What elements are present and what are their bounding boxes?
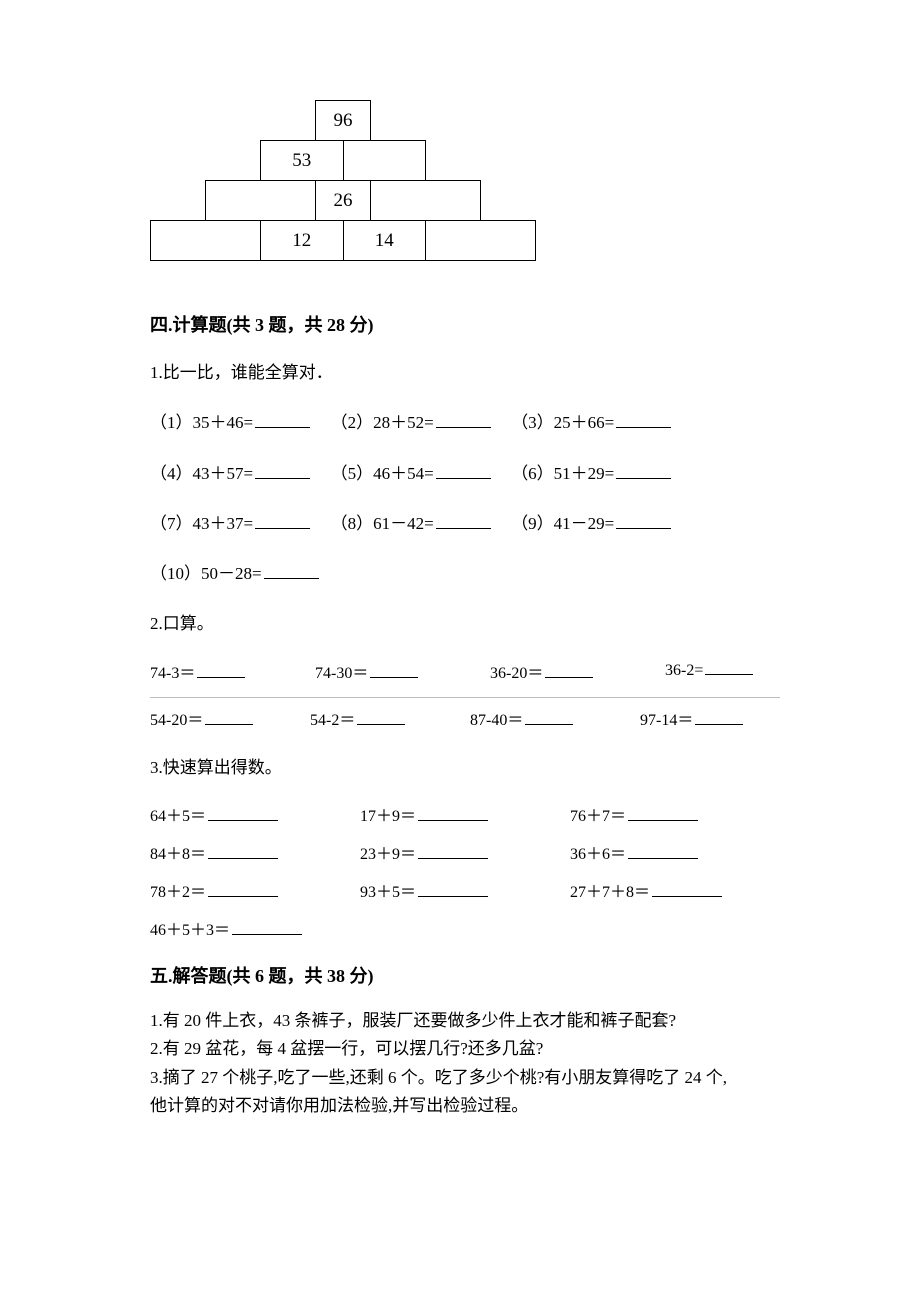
q3-r1c3: 76＋7＝ <box>570 808 626 825</box>
pyramid-r3c1 <box>206 181 316 221</box>
q2-r1c3: 36-20＝ <box>490 665 543 682</box>
pyramid-r4c2: 12 <box>261 221 344 261</box>
q1-item-1: （1）35＋46= <box>150 413 253 432</box>
q3-r1c2: 17＋9＝ <box>360 808 416 825</box>
q2-r2c4: 97-14＝ <box>640 712 693 729</box>
q3-r2c3: 36＋6＝ <box>570 846 626 863</box>
q3-r3c1: 78＋2＝ <box>150 884 206 901</box>
pyramid-r2c1: 53 <box>261 141 344 181</box>
q2-r1c4: 36-2= <box>665 662 703 679</box>
q1-item-4: （4）43＋57= <box>150 464 253 483</box>
s5-q3b: 他计算的对不对请你用加法检验,并写出检验过程。 <box>150 1093 780 1119</box>
q2-r2c3: 87-40＝ <box>470 712 523 729</box>
q1-item-2: （2）28＋52= <box>331 413 434 432</box>
word-problems: 1.有 20 件上衣，43 条裤子，服装厂还要做多少件上衣才能和裤子配套? 2.… <box>150 1008 780 1119</box>
q2-r2c2: 54-2＝ <box>310 712 355 729</box>
q1-item-6: （6）51＋29= <box>511 464 614 483</box>
q1-item-8: （8）61－42= <box>331 514 434 533</box>
q3-prompt: 3.快速算出得数。 <box>150 752 780 784</box>
q3-r1c1: 64＋5＝ <box>150 808 206 825</box>
q1-item-5: （5）46＋54= <box>331 464 434 483</box>
q3-r2c2: 23＋9＝ <box>360 846 416 863</box>
q2-prompt: 2.口算。 <box>150 608 780 640</box>
pyramid-r4c1 <box>151 221 261 261</box>
q1-row1: （1）35＋46= （2）28＋52= （3）25＋66= <box>150 407 780 439</box>
number-pyramid: 96 53 26 12 14 <box>150 100 780 261</box>
pyramid-r1c1: 96 <box>316 101 371 141</box>
q1-row2: （4）43＋57= （5）46＋54= （6）51＋29= <box>150 458 780 490</box>
q2-r2c1: 54-20＝ <box>150 712 203 729</box>
pyramid-r3c3 <box>371 181 481 221</box>
s5-q3a: 3.摘了 27 个桃子,吃了一些,还剩 6 个。吃了多少个桃?有小朋友算得吃了 … <box>150 1065 780 1091</box>
q2-row2: 54-20＝ 54-2＝ 87-40＝ 97-14＝ <box>150 706 780 730</box>
q3-row4: 46＋5＋3＝ <box>150 916 780 940</box>
q1-item-7: （7）43＋37= <box>150 514 253 533</box>
section-5-title: 五.解答题(共 6 题，共 38 分) <box>150 962 780 988</box>
pyramid-r2c2 <box>343 141 426 181</box>
underline-faint <box>150 697 780 698</box>
q2-r1c1: 74-3＝ <box>150 665 195 682</box>
s5-q1: 1.有 20 件上衣，43 条裤子，服装厂还要做多少件上衣才能和裤子配套? <box>150 1008 780 1034</box>
q3-r3c3: 27＋7＋8＝ <box>570 884 650 901</box>
q3-r2c1: 84＋8＝ <box>150 846 206 863</box>
q3-row3: 78＋2＝ 93＋5＝ 27＋7＋8＝ <box>150 878 780 902</box>
q1-item-9: （9）41－29= <box>511 514 614 533</box>
section-4-title: 四.计算题(共 3 题，共 28 分) <box>150 311 780 337</box>
q1-item-3: （3）25＋66= <box>511 413 614 432</box>
q1-row4: （10）50－28= <box>150 558 780 590</box>
q3-row1: 64＋5＝ 17＋9＝ 76＋7＝ <box>150 802 780 826</box>
pyramid-r4c4 <box>426 221 536 261</box>
pyramid-r4c3: 14 <box>343 221 426 261</box>
q3-r3c2: 93＋5＝ <box>360 884 416 901</box>
q2-r1c2: 74-30＝ <box>315 665 368 682</box>
q1-prompt: 1.比一比，谁能全算对． <box>150 357 780 389</box>
q2-row1: 74-3＝ 74-30＝ 36-20＝ 36-2= <box>150 659 780 683</box>
q3-r4c1: 46＋5＋3＝ <box>150 922 230 939</box>
s5-q2: 2.有 29 盆花，每 4 盆摆一行，可以摆几行?还多几盆? <box>150 1036 780 1062</box>
pyramid-r3c2: 26 <box>316 181 371 221</box>
q3-row2: 84＋8＝ 23＋9＝ 36＋6＝ <box>150 840 780 864</box>
q1-item-10: （10）50－28= <box>150 564 262 583</box>
q1-row3: （7）43＋37= （8）61－42= （9）41－29= <box>150 508 780 540</box>
